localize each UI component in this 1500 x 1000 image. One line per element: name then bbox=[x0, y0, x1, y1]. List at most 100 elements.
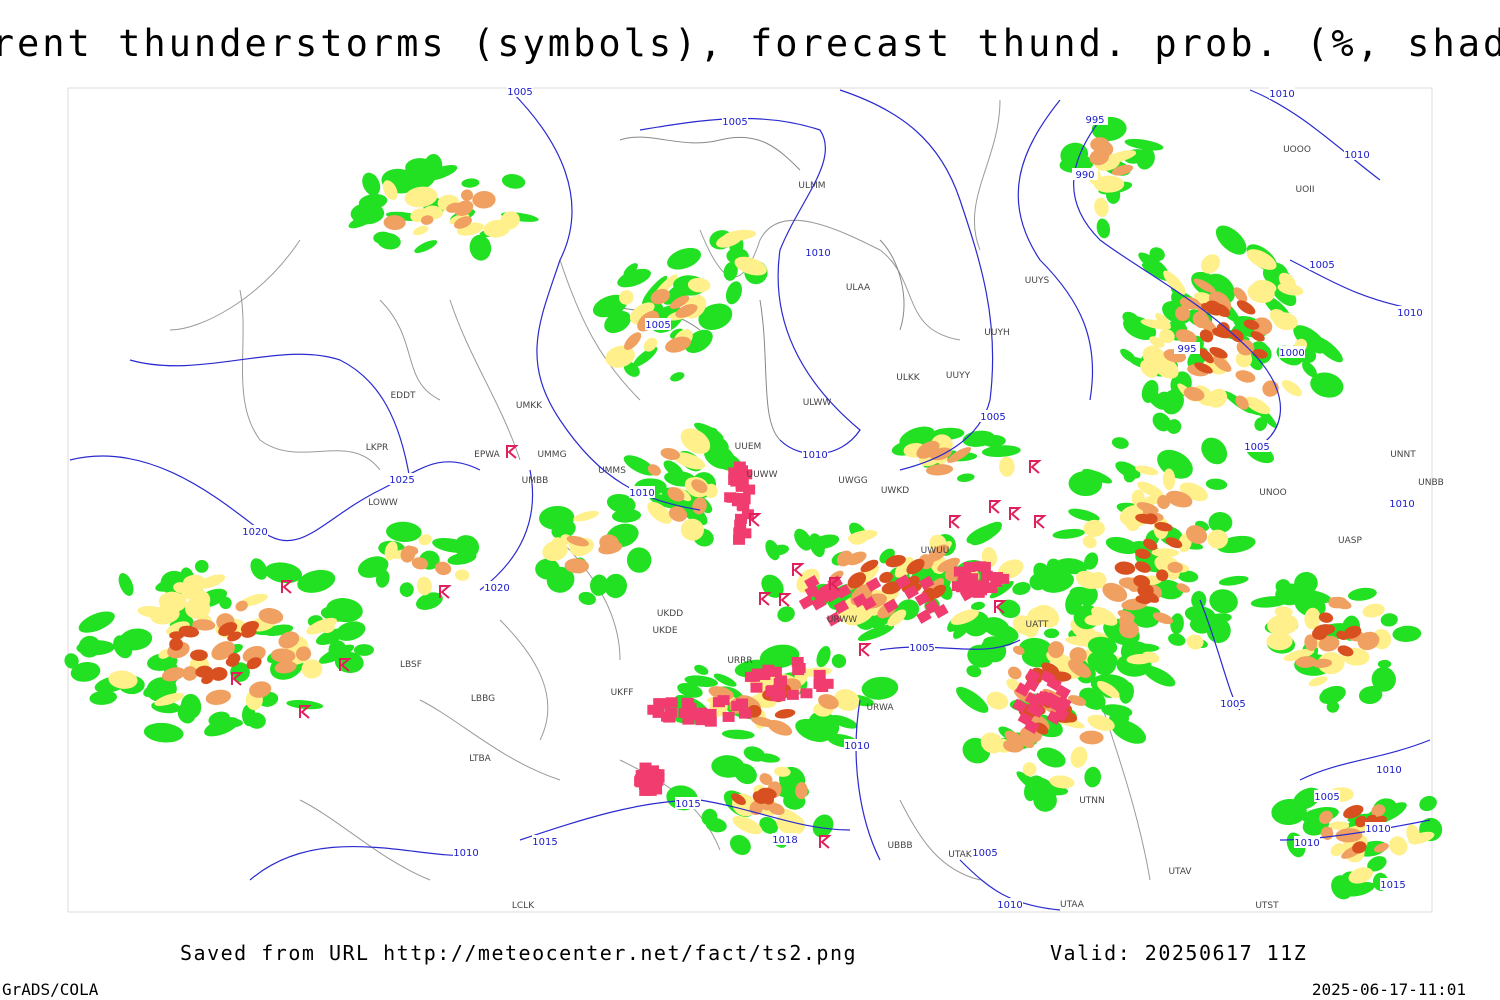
probability-area bbox=[1083, 519, 1105, 537]
high-probability-area bbox=[639, 762, 652, 773]
probability-area bbox=[816, 645, 831, 668]
probability-area bbox=[1246, 249, 1277, 270]
probability-area bbox=[1165, 537, 1183, 549]
probability-area bbox=[1152, 612, 1174, 625]
probability-area bbox=[270, 648, 296, 663]
station-label: UASP bbox=[1338, 536, 1362, 546]
high-probability-area bbox=[734, 519, 747, 530]
high-probability-area bbox=[1045, 696, 1061, 711]
high-probability-area bbox=[990, 577, 1003, 588]
probability-area bbox=[617, 268, 651, 288]
probability-area bbox=[906, 558, 925, 575]
probability-area bbox=[1117, 610, 1135, 621]
high-probability-area bbox=[704, 708, 717, 719]
probability-area bbox=[1124, 138, 1164, 151]
probability-area bbox=[705, 817, 727, 833]
probability-area bbox=[1252, 317, 1273, 335]
station-label: UTAK bbox=[948, 850, 973, 860]
probability-area bbox=[1167, 561, 1183, 573]
isobar-label-bg bbox=[1344, 148, 1370, 160]
thunderstorm-symbol bbox=[994, 600, 1007, 614]
probability-area bbox=[249, 681, 272, 698]
probability-area bbox=[1168, 633, 1186, 646]
high-probability-area bbox=[678, 708, 691, 719]
probability-area bbox=[1419, 795, 1437, 812]
probability-area bbox=[1049, 775, 1075, 789]
high-probability-area bbox=[826, 611, 842, 627]
probability-area bbox=[777, 606, 795, 623]
probability-area bbox=[1200, 254, 1221, 274]
probability-area bbox=[297, 569, 336, 593]
probability-area bbox=[1149, 336, 1165, 348]
thunderstorm-symbol bbox=[819, 835, 832, 849]
high-probability-area bbox=[924, 599, 941, 615]
probability-area bbox=[1119, 620, 1139, 639]
probability-area bbox=[1179, 296, 1201, 310]
probability-area bbox=[885, 554, 906, 568]
station-label: ULWW bbox=[803, 398, 832, 408]
isobar-label-bg bbox=[722, 115, 748, 127]
probability-area bbox=[1142, 665, 1176, 687]
high-probability-area bbox=[750, 682, 763, 693]
probability-area bbox=[227, 653, 241, 665]
isobar-label-bg bbox=[1376, 763, 1402, 775]
probability-area bbox=[1177, 570, 1199, 583]
high-probability-area bbox=[991, 572, 1004, 583]
probability-area bbox=[668, 506, 688, 522]
probability-area bbox=[278, 631, 300, 649]
high-probability-area bbox=[733, 534, 746, 545]
probability-area bbox=[1105, 536, 1139, 555]
probability-area bbox=[887, 609, 907, 627]
probability-area bbox=[262, 609, 278, 623]
isobar-label-bg bbox=[1380, 878, 1406, 890]
probability-area bbox=[1093, 175, 1125, 193]
probability-area bbox=[680, 428, 711, 454]
probability-area bbox=[1115, 461, 1141, 479]
probability-area bbox=[1330, 843, 1345, 857]
probability-area bbox=[118, 573, 134, 596]
probability-area bbox=[1186, 634, 1204, 650]
probability-area bbox=[1269, 309, 1286, 324]
probability-area bbox=[1302, 361, 1317, 378]
high-probability-area bbox=[895, 574, 911, 590]
probability-area bbox=[108, 670, 138, 689]
probability-area bbox=[723, 261, 738, 281]
probability-area bbox=[982, 435, 1006, 448]
high-probability-area bbox=[1053, 706, 1069, 722]
high-probability-area bbox=[731, 700, 744, 711]
probability-area bbox=[1191, 590, 1207, 610]
isobar-label: 1010 bbox=[1344, 150, 1369, 161]
high-probability-area bbox=[691, 710, 704, 721]
high-probability-area bbox=[833, 599, 850, 615]
probability-area bbox=[218, 622, 238, 637]
isobar-label: 1010 bbox=[844, 741, 869, 752]
station-label: LOWW bbox=[368, 498, 398, 508]
probability-area bbox=[1082, 468, 1113, 484]
high-probability-area bbox=[643, 781, 656, 792]
probability-area bbox=[1082, 535, 1097, 549]
probability-area bbox=[1096, 218, 1111, 239]
probability-area bbox=[732, 815, 763, 835]
isobar-label: 1025 bbox=[389, 475, 414, 486]
probability-area bbox=[1355, 815, 1368, 828]
probability-area bbox=[386, 521, 422, 543]
probability-area bbox=[1090, 137, 1110, 152]
probability-area bbox=[578, 591, 596, 605]
probability-area bbox=[1047, 641, 1065, 659]
isobar-label: 1005 bbox=[1309, 260, 1334, 271]
probability-area bbox=[986, 691, 1009, 710]
probability-area bbox=[759, 644, 800, 669]
probability-area bbox=[400, 545, 416, 563]
isobar-label-bg bbox=[645, 318, 671, 330]
probability-area bbox=[762, 793, 774, 805]
isobar-label-bg bbox=[1279, 346, 1305, 358]
probability-area bbox=[692, 497, 707, 515]
high-probability-area bbox=[813, 669, 826, 680]
probability-area bbox=[818, 694, 839, 710]
probability-area bbox=[623, 263, 638, 277]
thunderstorm-symbol bbox=[1029, 460, 1042, 474]
probability-area bbox=[546, 566, 575, 593]
isobar-label-bg bbox=[1294, 836, 1320, 848]
probability-area bbox=[461, 178, 480, 188]
isobar-label: 1010 bbox=[1269, 89, 1294, 100]
